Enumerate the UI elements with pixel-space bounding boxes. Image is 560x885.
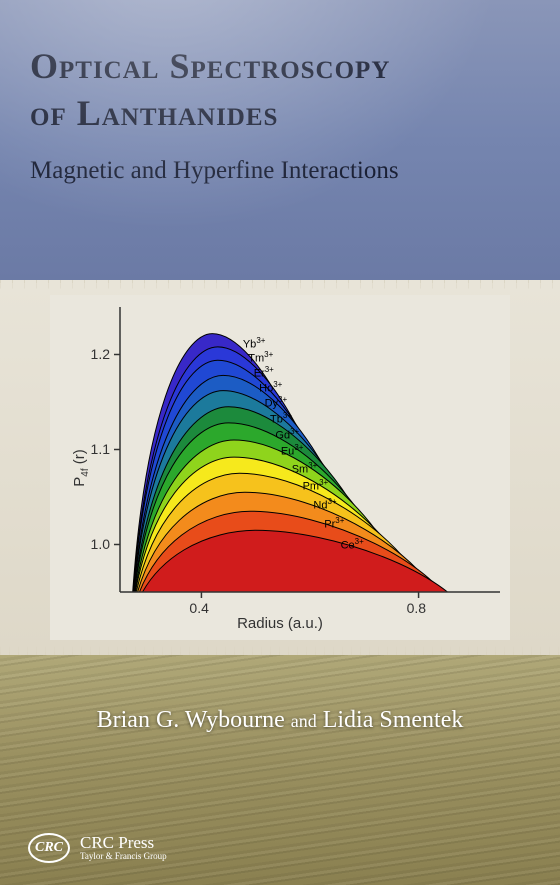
x-axis-label: Radius (a.u.): [50, 615, 510, 632]
series-label: Ho3+: [259, 380, 282, 395]
publisher-text: CRC Press Taylor & Francis Group: [80, 834, 167, 863]
authors-section: Brian G. Wybourne and Lidia Smentek CRC …: [0, 655, 560, 885]
publisher-name: CRC Press: [80, 834, 167, 853]
series-label: Gd3+: [275, 427, 299, 442]
title-line-2: of Lanthanides: [30, 92, 530, 135]
subtitle: Magnetic and Hyperfine Interactions: [30, 157, 530, 185]
series-label: Er3+: [254, 365, 274, 380]
title-line-1: Optical Spectroscopy: [30, 45, 530, 88]
y-tick: 1.2: [91, 346, 110, 362]
chart-section: P4f (r) Radius (a.u.) 0.4 0.8 1.0 1.1 1.2 Ce…: [0, 280, 560, 655]
y-tick: 1.1: [91, 441, 110, 457]
publisher-subline: Taylor & Francis Group: [80, 852, 167, 862]
chart-panel: P4f (r) Radius (a.u.) 0.4 0.8 1.0 1.1 1.2 Ce…: [50, 295, 510, 640]
series-label: Nd3+: [313, 497, 336, 512]
author-2: Lidia Smentek: [323, 707, 464, 733]
series-label: Eu3+: [281, 443, 304, 458]
series-label: Ce3+: [341, 537, 364, 552]
x-tick: 0.8: [407, 600, 426, 616]
series-label: Yb3+: [243, 336, 266, 351]
series-label: Pr3+: [324, 516, 344, 531]
series-label: Tb3+: [270, 411, 292, 426]
authors-line: Brian G. Wybourne and Lidia Smentek: [0, 707, 560, 734]
publisher-block: CRC CRC Press Taylor & Francis Group: [28, 833, 167, 863]
series-label: Dy3+: [265, 395, 288, 410]
chart-svg: [50, 295, 510, 640]
series-label: Tm3+: [248, 350, 273, 365]
publisher-logo: CRC: [28, 833, 70, 863]
y-axis-label: P4f (r): [71, 449, 91, 487]
x-tick: 0.4: [189, 600, 208, 616]
author-conjunction: and: [291, 711, 317, 731]
y-tick: 1.0: [91, 536, 110, 552]
series-label: Sm3+: [292, 461, 318, 476]
author-1: Brian G. Wybourne: [97, 707, 285, 733]
title-section: Optical Spectroscopy of Lanthanides Magn…: [0, 0, 560, 280]
series-label: Pm3+: [303, 478, 329, 493]
